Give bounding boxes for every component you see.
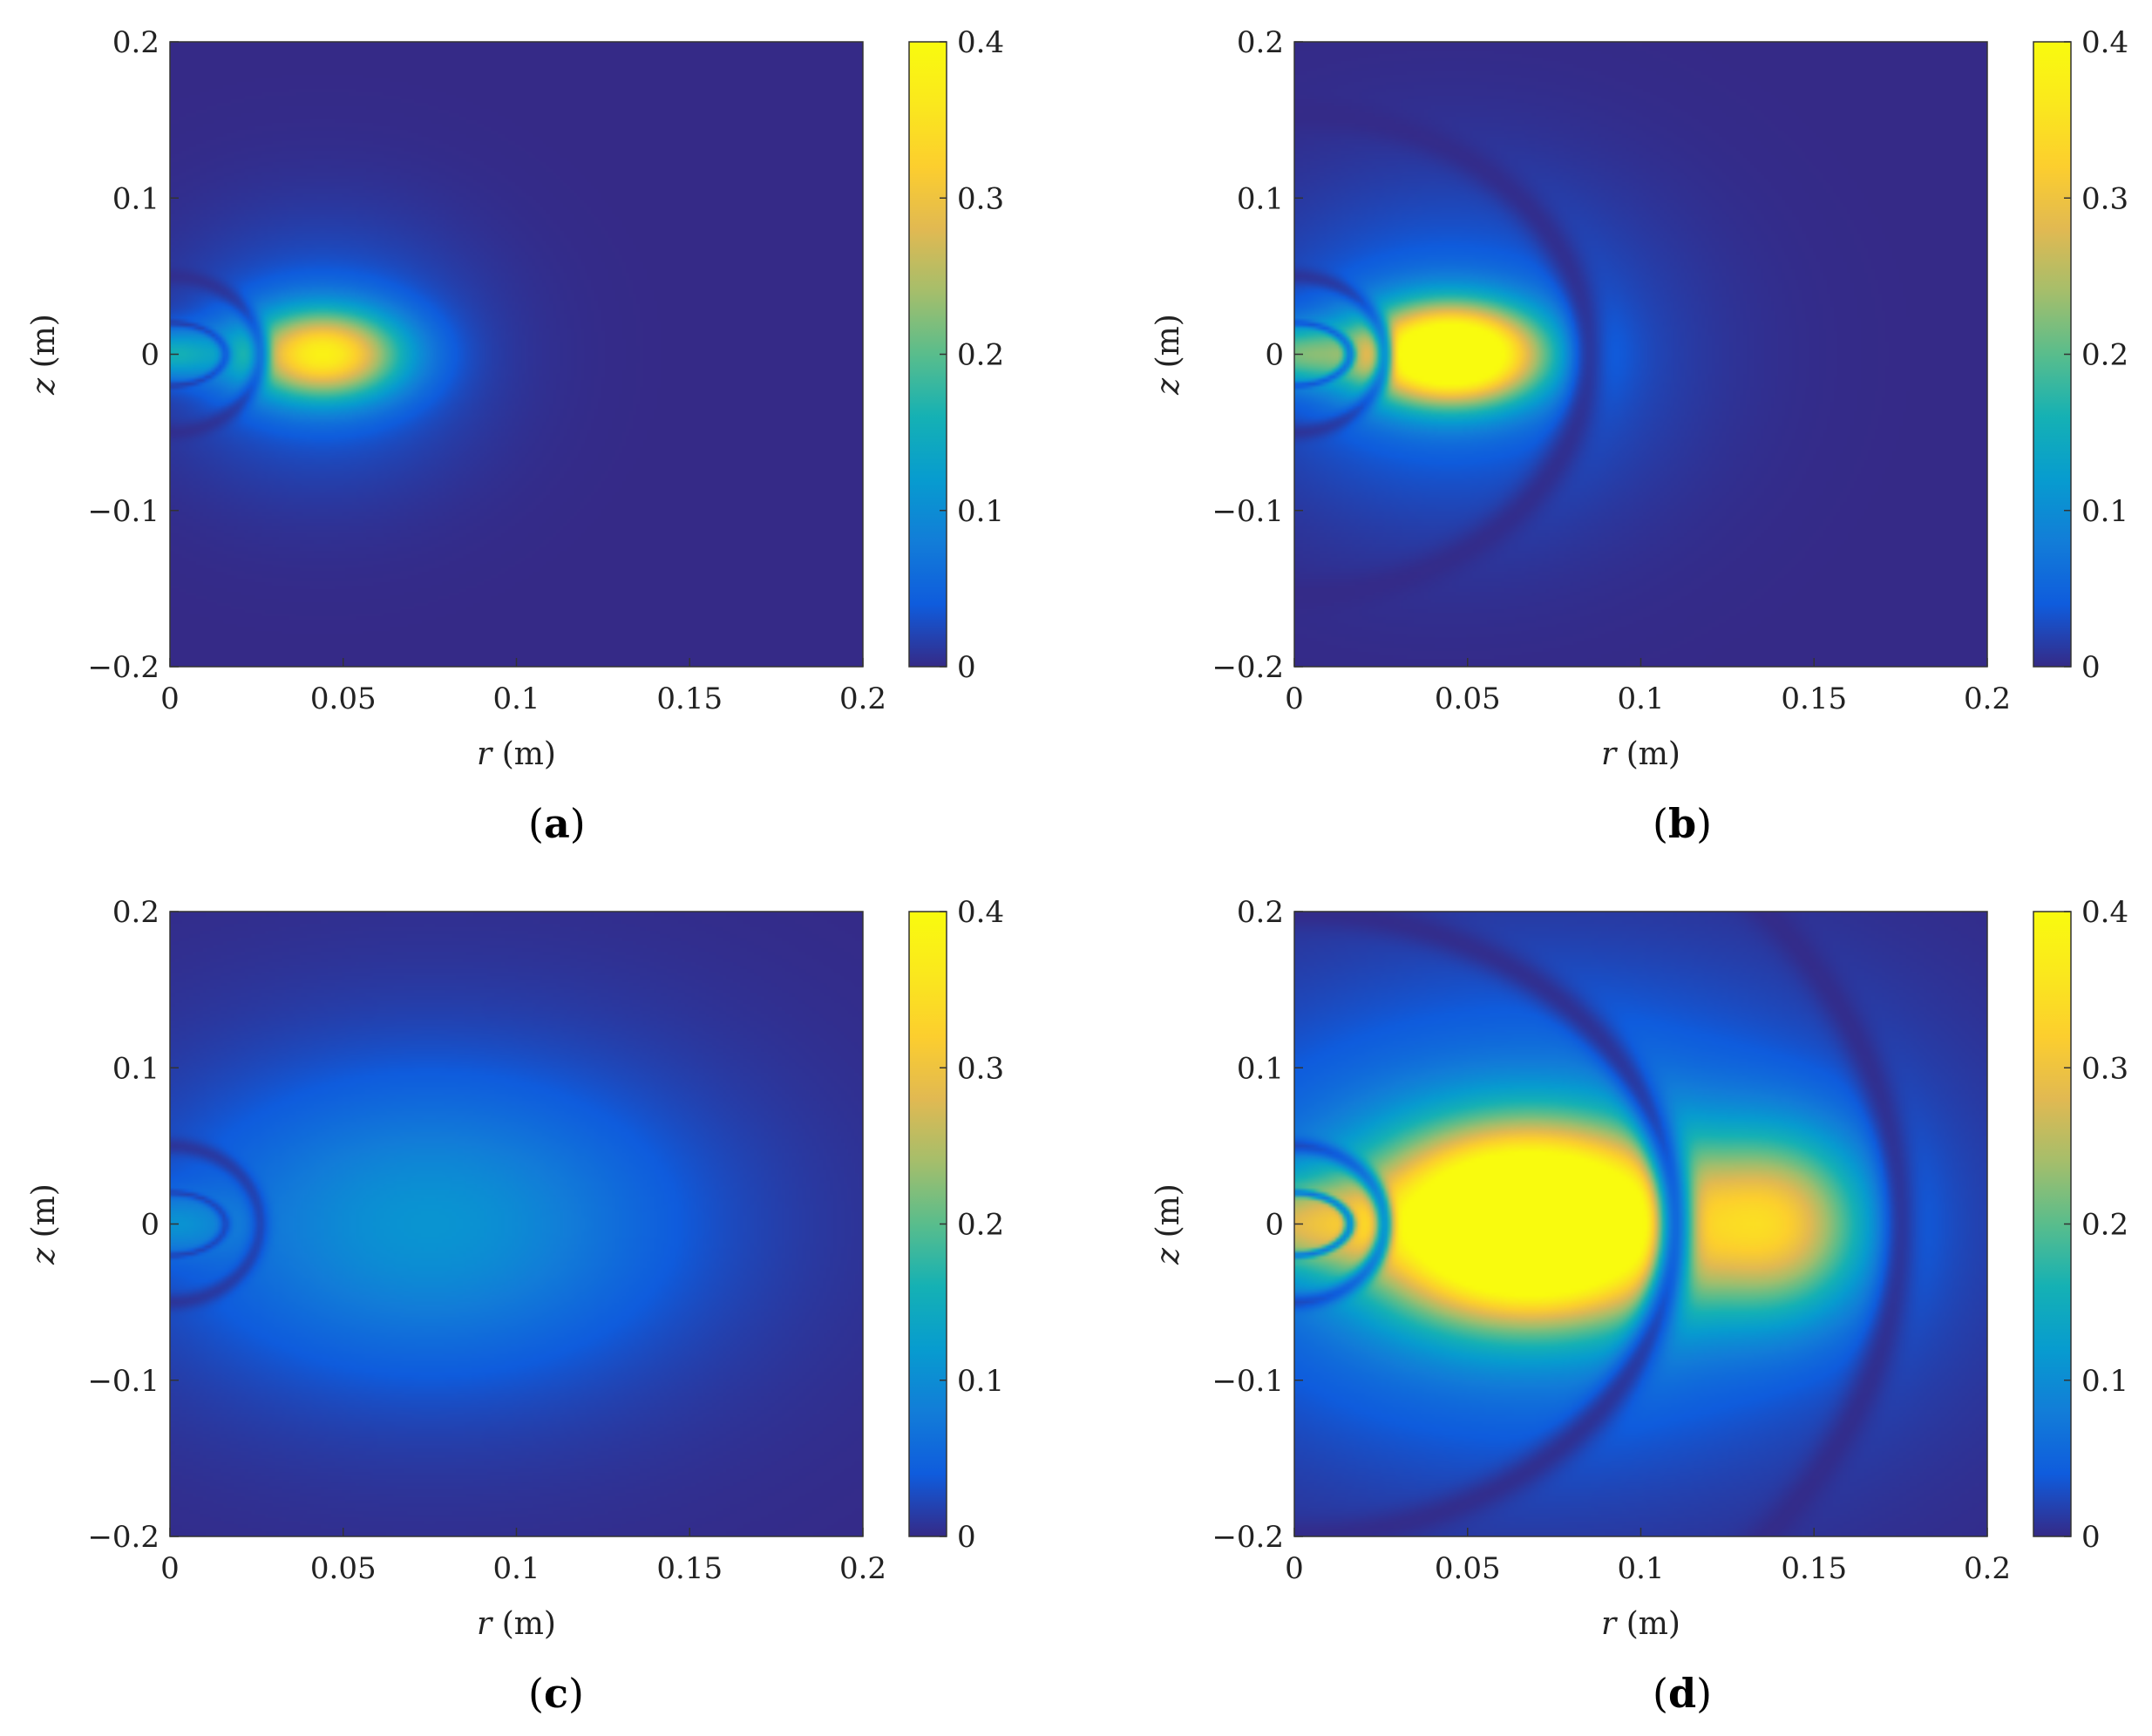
colorbar-tick-label: 0.3: [957, 1051, 1004, 1086]
x-tick-label: 0.1: [492, 682, 540, 716]
colorbar-tick-label: 0.4: [2081, 895, 2128, 930]
panel-caption: (b): [1653, 800, 1712, 847]
y-tick-label: −0.2: [1212, 650, 1284, 685]
panel-c: 0 0.05 0.1 0.15 0.2 −0.2 −0.1 0 0.1 0.2 r (m) z (m)…: [0, 870, 1076, 1736]
colorbar-tick-label: 0.3: [2081, 181, 2128, 216]
x-tick-label: 0: [1285, 1551, 1304, 1586]
colorbar-tick-label: 0.1: [2081, 494, 2128, 529]
x-tick-label: 0.15: [656, 1551, 723, 1586]
caption-close-paren: ): [567, 1670, 584, 1717]
y-tick-label: −0.2: [87, 650, 160, 685]
x-axis-label: r (m): [477, 1606, 556, 1642]
y-axis-label: z (m): [1151, 314, 1186, 396]
colorbar-tick-label: 0.4: [957, 25, 1004, 60]
panel-a: 0 0.05 0.1 0.15 0.2 −0.2 −0.1 0 0.1 0.2 r (m) z (m)…: [0, 0, 1076, 866]
x-tick-label: 0.15: [656, 682, 723, 716]
caption-letter: b: [1667, 800, 1697, 847]
x-tick-label: 0.1: [492, 1551, 540, 1586]
heatmap-image: [1294, 42, 1987, 667]
x-tick-label: 0: [160, 682, 180, 716]
caption-open-paren: (: [528, 1670, 544, 1717]
panel-caption: (c): [528, 1670, 584, 1717]
y-tick-label: 0: [140, 1208, 160, 1243]
colorbar-tick-label: 0.2: [957, 1208, 1004, 1243]
caption-open-paren: (: [1653, 800, 1668, 847]
colorbar-tick-label: 0.3: [957, 181, 1004, 216]
heatmap-chart-c: 0 0.05 0.1 0.15 0.2 −0.2 −0.1 0 0.1 0.2 r (m) z (m)…: [26, 895, 1004, 1642]
colorbar-tick-label: 0.2: [957, 338, 1004, 373]
y-tick-label: 0.2: [1237, 25, 1284, 60]
x-tick-label: 0.05: [1435, 1551, 1501, 1586]
y-tick-label: 0.1: [112, 1051, 160, 1086]
y-tick-label: 0: [1265, 1208, 1284, 1243]
y-tick-label: −0.1: [87, 494, 160, 529]
x-tick-label: 0.05: [310, 682, 377, 716]
x-tick-label: 0.15: [1781, 1551, 1847, 1586]
x-tick-label: 0: [1285, 682, 1304, 716]
y-tick-label: 0: [140, 338, 160, 373]
caption-close-paren: ): [1696, 1670, 1713, 1717]
colorbar-tick-label: 0.1: [957, 494, 1004, 529]
heatmap-chart-b: 0 0.05 0.1 0.15 0.2 −0.2 −0.1 0 0.1 0.2 r (m) z (m)…: [1151, 25, 2128, 772]
panel-caption: (d): [1653, 1670, 1712, 1717]
x-tick-label: 0.2: [1964, 1551, 2011, 1586]
caption-open-paren: (: [528, 800, 544, 847]
caption-close-paren: ): [569, 800, 586, 847]
colorbar-tick-label: 0.1: [957, 1364, 1004, 1399]
y-tick-label: 0.2: [112, 25, 160, 60]
colorbar-tick-label: 0: [2081, 1520, 2101, 1555]
colorbar-tick-label: 0.4: [2081, 25, 2128, 60]
panel-caption: (a): [528, 800, 586, 847]
y-tick-label: −0.1: [1212, 494, 1284, 529]
y-tick-label: 0.2: [112, 895, 160, 930]
y-axis-label: z (m): [1151, 1183, 1186, 1265]
heatmap-chart-d: 0 0.05 0.1 0.15 0.2 −0.2 −0.1 0 0.1 0.2 r (m) z (m)…: [1151, 895, 2128, 1642]
x-tick-label: 0.2: [839, 1551, 886, 1586]
y-tick-label: 0.1: [112, 181, 160, 216]
caption-letter: a: [543, 800, 570, 847]
heatmap-image: [170, 912, 863, 1536]
y-tick-label: 0.1: [1237, 1051, 1284, 1086]
caption-letter: c: [543, 1670, 568, 1717]
x-tick-label: 0.15: [1781, 682, 1847, 716]
y-tick-label: −0.1: [1212, 1364, 1284, 1399]
colorbar-tick-label: 0.2: [2081, 1208, 2128, 1243]
x-tick-label: 0.2: [1964, 682, 2011, 716]
colorbar-tick-label: 0: [957, 650, 976, 685]
x-tick-label: 0.05: [1435, 682, 1501, 716]
panel-b: 0 0.05 0.1 0.15 0.2 −0.2 −0.1 0 0.1 0.2 r (m) z (m)…: [1124, 0, 2152, 866]
y-axis-label: z (m): [26, 1183, 62, 1265]
x-tick-label: 0.05: [310, 1551, 377, 1586]
y-tick-label: −0.2: [87, 1520, 160, 1555]
caption-letter: d: [1667, 1670, 1697, 1717]
y-tick-label: 0.2: [1237, 895, 1284, 930]
x-axis-label: r (m): [1601, 736, 1680, 772]
colorbar-tick-label: 0.2: [2081, 338, 2128, 373]
panel-d: 0 0.05 0.1 0.15 0.2 −0.2 −0.1 0 0.1 0.2 r (m) z (m)…: [1124, 870, 2152, 1736]
y-tick-label: 0.1: [1237, 181, 1284, 216]
y-tick-label: 0: [1265, 338, 1284, 373]
x-tick-label: 0.1: [1617, 1551, 1664, 1586]
colorbar-tick-label: 0: [957, 1520, 976, 1555]
caption-open-paren: (: [1653, 1670, 1668, 1717]
colorbar-tick-label: 0.4: [957, 895, 1004, 930]
y-tick-label: −0.1: [87, 1364, 160, 1399]
heatmap-chart-a: 0 0.05 0.1 0.15 0.2 −0.2 −0.1 0 0.1 0.2 r (m) z (m)…: [26, 25, 1004, 772]
x-axis-label: r (m): [477, 736, 556, 772]
x-axis-label: r (m): [1601, 1606, 1680, 1642]
colorbar-tick-label: 0.1: [2081, 1364, 2128, 1399]
x-tick-label: 0.1: [1617, 682, 1664, 716]
x-tick-label: 0: [160, 1551, 180, 1586]
heatmap-image: [1294, 912, 1987, 1536]
colorbar-tick-label: 0: [2081, 650, 2101, 685]
x-tick-label: 0.2: [839, 682, 886, 716]
colorbar-tick-label: 0.3: [2081, 1051, 2128, 1086]
y-tick-label: −0.2: [1212, 1520, 1284, 1555]
heatmap-image: [170, 42, 863, 667]
y-axis-label: z (m): [26, 314, 62, 396]
caption-close-paren: ): [1696, 800, 1713, 847]
